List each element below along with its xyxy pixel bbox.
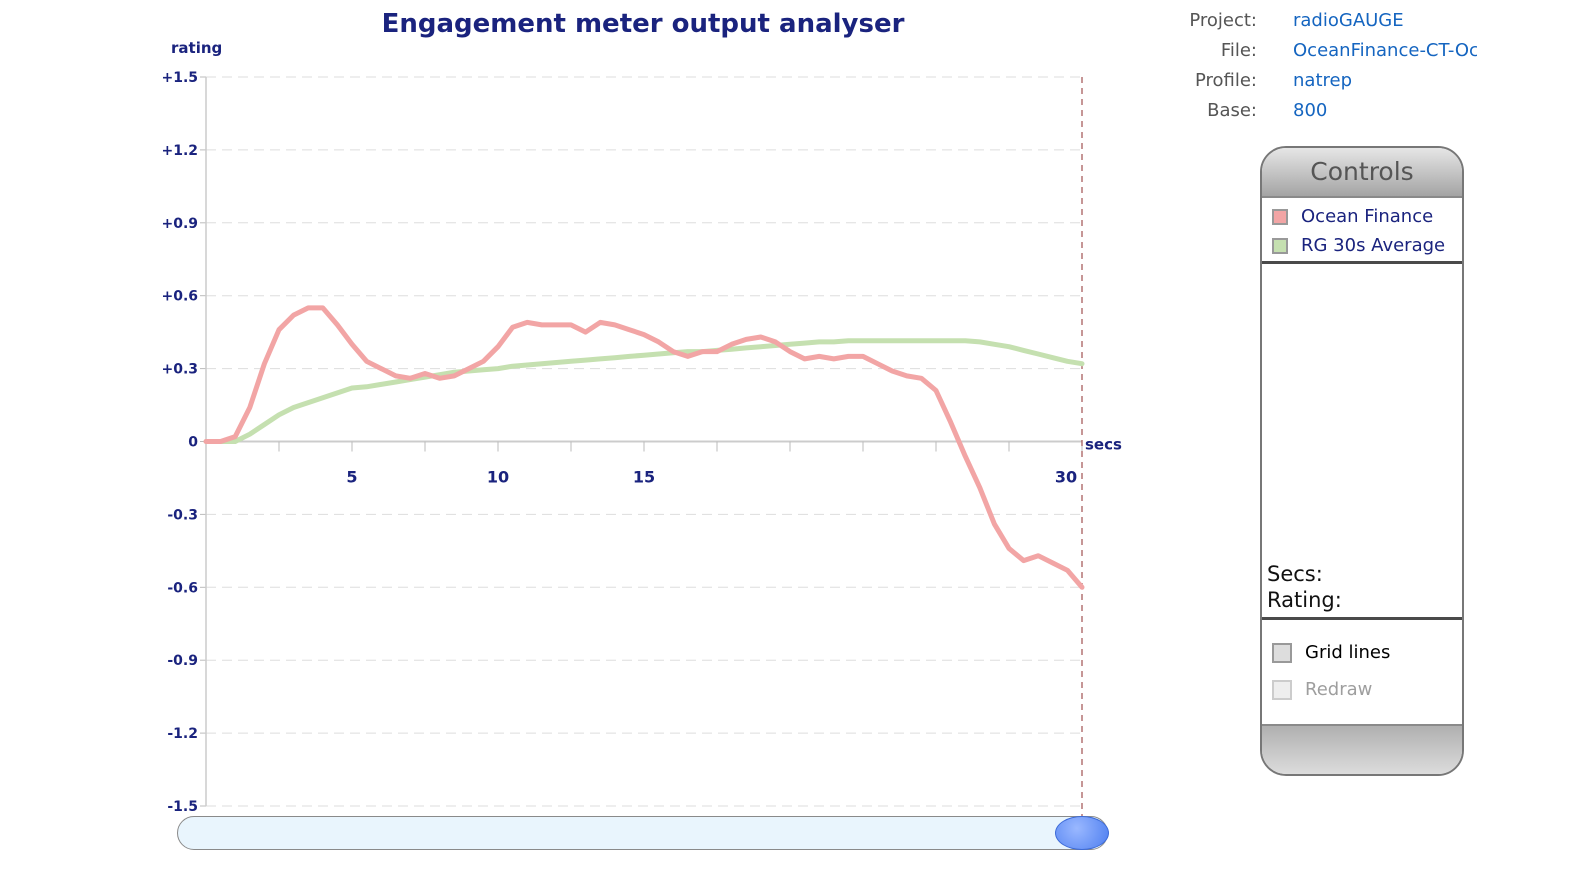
legend-item-rg-average[interactable]: RG 30s Average (1262, 231, 1462, 260)
x-tick-label: 10 (487, 468, 509, 487)
x-tick-label: 15 (633, 468, 655, 487)
file-value: OceanFinance-CT-Oc (1293, 39, 1477, 61)
time-scrollbar[interactable] (177, 816, 1108, 850)
rating-readout-label: Rating: (1267, 588, 1342, 612)
redraw-checkbox[interactable]: Redraw (1262, 671, 1462, 708)
y-tick-label: -1.2 (167, 726, 198, 742)
chart-title: Engagement meter output analyser (382, 9, 905, 39)
grid-lines-checkbox[interactable]: Grid lines (1262, 634, 1462, 671)
series-line-rg-30s-average (203, 338, 1085, 444)
grid-lines-checkbox-box[interactable] (1272, 642, 1292, 663)
file-info-panel: Project: radioGAUGE File: OceanFinance-C… (1150, 5, 1477, 125)
x-tick-label: 5 (346, 468, 357, 487)
y-tick-label: +0.3 (161, 362, 198, 378)
y-tick-label: -1.5 (167, 799, 198, 815)
grid-lines-label: Grid lines (1305, 642, 1391, 663)
redraw-checkbox-box[interactable] (1272, 679, 1292, 700)
controls-footer (1262, 724, 1462, 774)
profile-label: Profile: (1194, 69, 1257, 91)
y-tick-label: -0.3 (167, 507, 198, 523)
controls-title: Controls (1262, 148, 1462, 198)
project-label: Project: (1189, 9, 1257, 31)
readout-area: Secs: Rating: (1262, 264, 1462, 620)
info-row-base: Base: 800 (1150, 95, 1477, 125)
y-tick-label: +1.2 (161, 143, 198, 159)
file-label: File: (1220, 39, 1257, 61)
y-tick-label: 0 (188, 435, 198, 451)
series-line-ocean-finance (203, 305, 1085, 590)
legend-label-ocean-finance: Ocean Finance (1301, 206, 1434, 227)
info-row-file: File: OceanFinance-CT-Oc (1150, 35, 1477, 65)
profile-value: natrep (1293, 69, 1353, 91)
base-value: 800 (1293, 99, 1328, 121)
legend-swatch-rg-average (1272, 237, 1288, 254)
project-value: radioGAUGE (1293, 9, 1404, 31)
x-axis-label: secs (1085, 436, 1122, 454)
y-tick-label: -0.6 (167, 580, 198, 596)
info-row-profile: Profile: natrep (1150, 65, 1477, 95)
secs-readout-label: Secs: (1267, 562, 1323, 586)
time-scroll-thumb[interactable] (1055, 816, 1109, 850)
legend: Ocean Finance RG 30s Average (1262, 198, 1462, 264)
options: Grid lines Redraw (1262, 620, 1462, 728)
base-label: Base: (1207, 99, 1257, 121)
redraw-label: Redraw (1305, 679, 1373, 700)
y-tick-label: +0.9 (161, 216, 198, 232)
y-tick-label: +0.6 (161, 289, 198, 305)
y-tick-label: -0.9 (167, 653, 198, 669)
y-tick-label: +1.5 (161, 70, 198, 86)
legend-label-rg-average: RG 30s Average (1301, 235, 1446, 256)
x-tick-label: 30 (1055, 468, 1077, 487)
y-axis-label: rating (171, 39, 222, 57)
legend-item-ocean-finance[interactable]: Ocean Finance (1262, 202, 1462, 231)
info-row-project: Project: radioGAUGE (1150, 5, 1477, 35)
legend-swatch-ocean-finance (1272, 208, 1288, 225)
controls-panel: Controls Ocean Finance RG 30s Average Se… (1260, 146, 1464, 776)
